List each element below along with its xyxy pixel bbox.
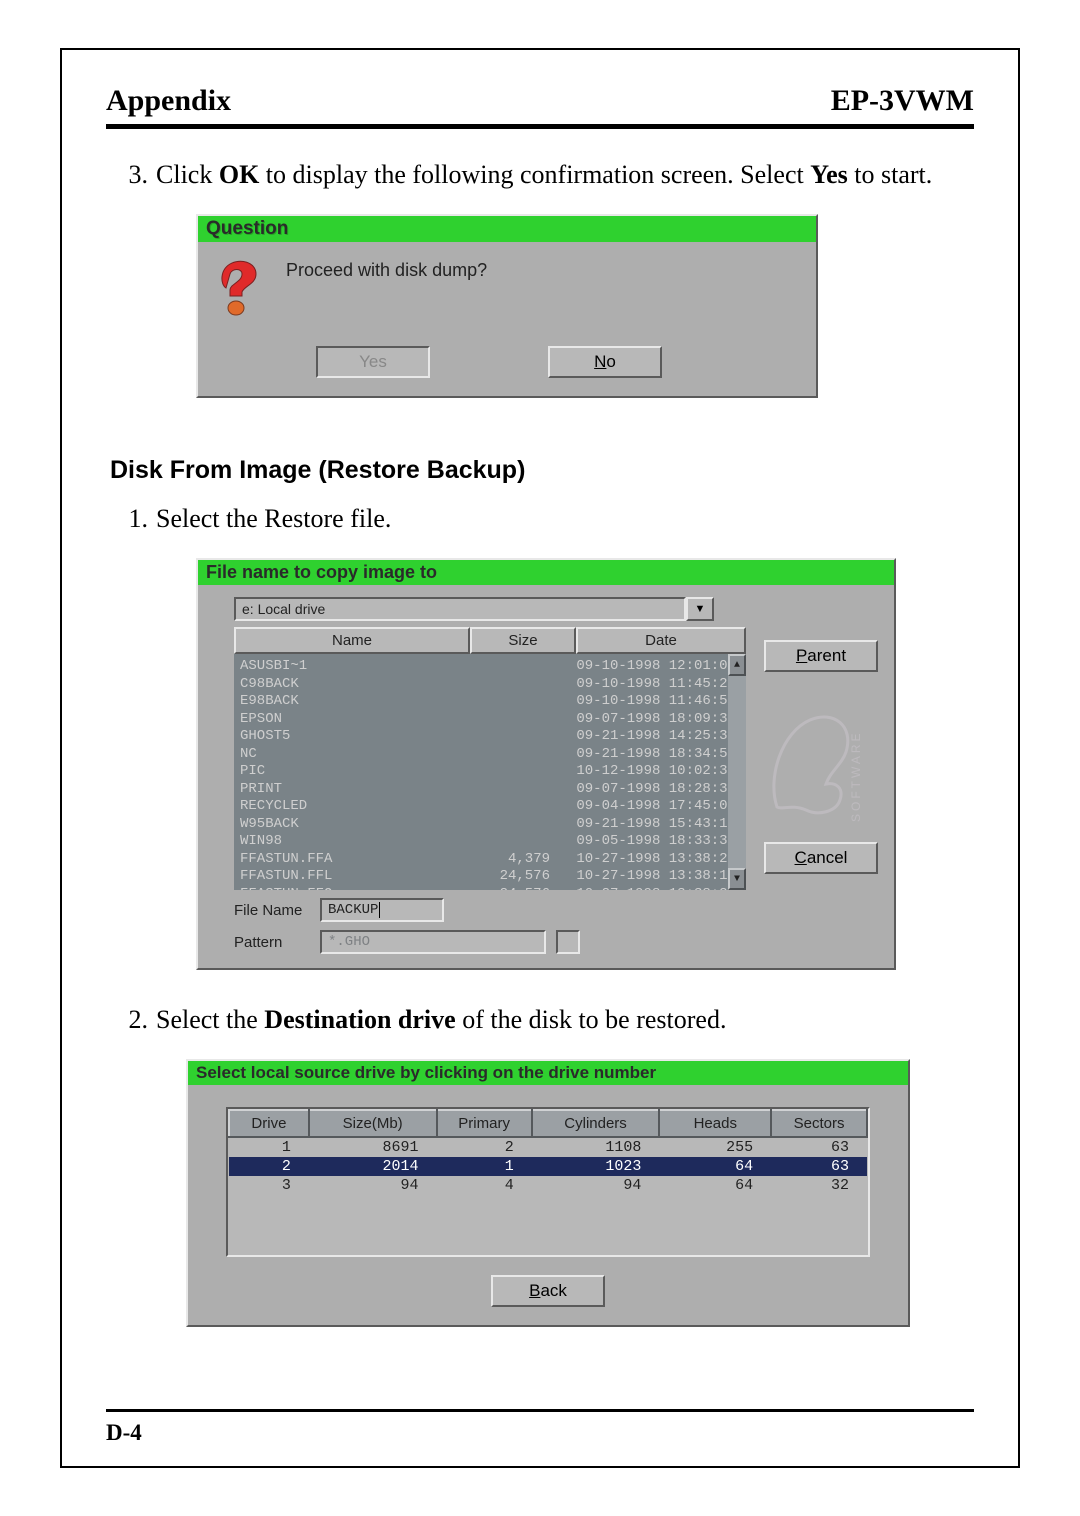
file-row[interactable]: ASUSBI~109-10-1998 12:01:04 [240,658,740,676]
back-button[interactable]: Back [491,1275,605,1307]
drive-dialog: Select local source drive by clicking on… [186,1059,910,1327]
file-row[interactable]: FFASTUN.FFA4,37910-27-1998 13:38:20 [240,851,740,869]
drive-row[interactable]: 22014110236463 [229,1157,867,1176]
drive-row[interactable]: 186912110825563 [229,1137,867,1157]
pattern-input[interactable]: *.GHO [320,930,546,954]
file-row[interactable]: PRINT09-07-1998 18:28:30 [240,781,740,799]
step-3: 3. Click OK to display the following con… [110,157,970,192]
page-number: D-4 [106,1420,974,1446]
step3-bold-yes: Yes [810,160,848,189]
pattern-checkbox[interactable] [556,930,580,954]
step3-number: 3. [110,157,148,192]
col-size[interactable]: Size [470,627,576,654]
file-row[interactable]: C98BACK09-10-1998 11:45:24 [240,676,740,694]
file-dialog-titlebar: File name to copy image to [198,560,894,585]
step-2: 2. Select the Destination drive of the d… [110,1002,970,1037]
file-row[interactable]: GHOST509-21-1998 14:25:30 [240,728,740,746]
file-row[interactable]: E98BACK09-10-1998 11:46:58 [240,693,740,711]
yes-button[interactable]: Yes [316,346,430,378]
drive-combo-value: e: Local drive [234,597,686,621]
no-button[interactable]: No [548,346,662,378]
step1-number: 1. [110,501,148,536]
step2-bold: Destination drive [264,1005,455,1034]
step3-text-pre: Click [156,160,219,189]
step-1: 1. Select the Restore file. [110,501,970,536]
file-row[interactable]: FFASTUN.FFL24,57610-27-1998 13:38:18 [240,868,740,886]
pattern-label: Pattern [234,934,320,951]
drive-combo[interactable]: e: Local drive ▼ [234,597,714,621]
filename-input[interactable]: BACKUP [320,898,444,922]
drive-col[interactable]: Heads [659,1110,771,1137]
footer-rule [106,1409,974,1412]
drive-table: DriveSize(Mb)PrimaryCylindersHeadsSector… [228,1109,868,1195]
header-rule [106,124,974,129]
chevron-down-icon[interactable]: ▼ [686,597,714,621]
col-name[interactable]: Name [234,627,470,654]
file-row[interactable]: PIC10-12-1998 10:02:36 [240,763,740,781]
step3-bold-ok: OK [219,160,259,189]
question-message: Proceed with disk dump? [286,256,487,281]
drive-col[interactable]: Cylinders [532,1110,660,1137]
cancel-button[interactable]: Cancel [764,842,878,874]
drive-col[interactable]: Size(Mb) [309,1110,437,1137]
file-list-header: Name Size Date [234,627,746,654]
file-row[interactable]: RECYCLED09-04-1998 17:45:06 [240,798,740,816]
file-row[interactable]: EPSON09-07-1998 18:09:38 [240,711,740,729]
filename-label: File Name [234,902,320,919]
drive-row[interactable]: 3944946432 [229,1176,867,1195]
drive-dialog-titlebar: Select local source drive by clicking on… [188,1061,908,1085]
step2-text-post: of the disk to be restored. [456,1005,727,1034]
step2-text-pre: Select the [156,1005,264,1034]
file-row[interactable]: NC09-21-1998 18:34:58 [240,746,740,764]
file-list-body[interactable]: ASUSBI~109-10-1998 12:01:04C98BACK09-10-… [234,654,746,890]
drive-col[interactable]: Primary [437,1110,532,1137]
step3-text-mid: to display the following confirmation sc… [259,160,810,189]
col-date[interactable]: Date [576,627,746,654]
file-row[interactable]: FFASTUN.FFO24,57610-27-1998 13:38:20 [240,886,740,891]
file-row[interactable]: W95BACK09-21-1998 15:43:16 [240,816,740,834]
file-dialog: File name to copy image to e: Local driv… [196,558,896,970]
scroll-down-icon[interactable]: ▼ [728,868,746,890]
subheading-restore: Disk From Image (Restore Backup) [110,456,970,485]
file-row[interactable]: WIN9809-05-1998 18:33:34 [240,833,740,851]
header-right: EP-3VWM [831,84,974,118]
question-titlebar: Question [198,216,816,242]
step2-number: 2. [110,1002,148,1037]
drive-table-header: DriveSize(Mb)PrimaryCylindersHeadsSector… [229,1110,867,1137]
drive-col[interactable]: Drive [229,1110,309,1137]
ghost-logo-icon: SOFTWARE [762,692,872,842]
file-list: Name Size Date ASUSBI~109-10-1998 12:01:… [234,627,746,890]
svg-text:SOFTWARE: SOFTWARE [849,731,863,823]
drive-table-wrap: DriveSize(Mb)PrimaryCylindersHeadsSector… [226,1107,870,1257]
scrollbar[interactable]: ▲ ▼ [728,654,746,890]
step3-text-post: to start. [848,160,933,189]
question-icon [216,256,260,318]
question-dialog: Question Proceed with disk dump? Yes No [196,214,818,398]
scroll-up-icon[interactable]: ▲ [728,654,746,676]
parent-button[interactable]: Parent [764,640,878,672]
header-left: Appendix [106,84,231,118]
step1-text: Select the Restore file. [156,501,970,536]
drive-col[interactable]: Sectors [771,1110,867,1137]
